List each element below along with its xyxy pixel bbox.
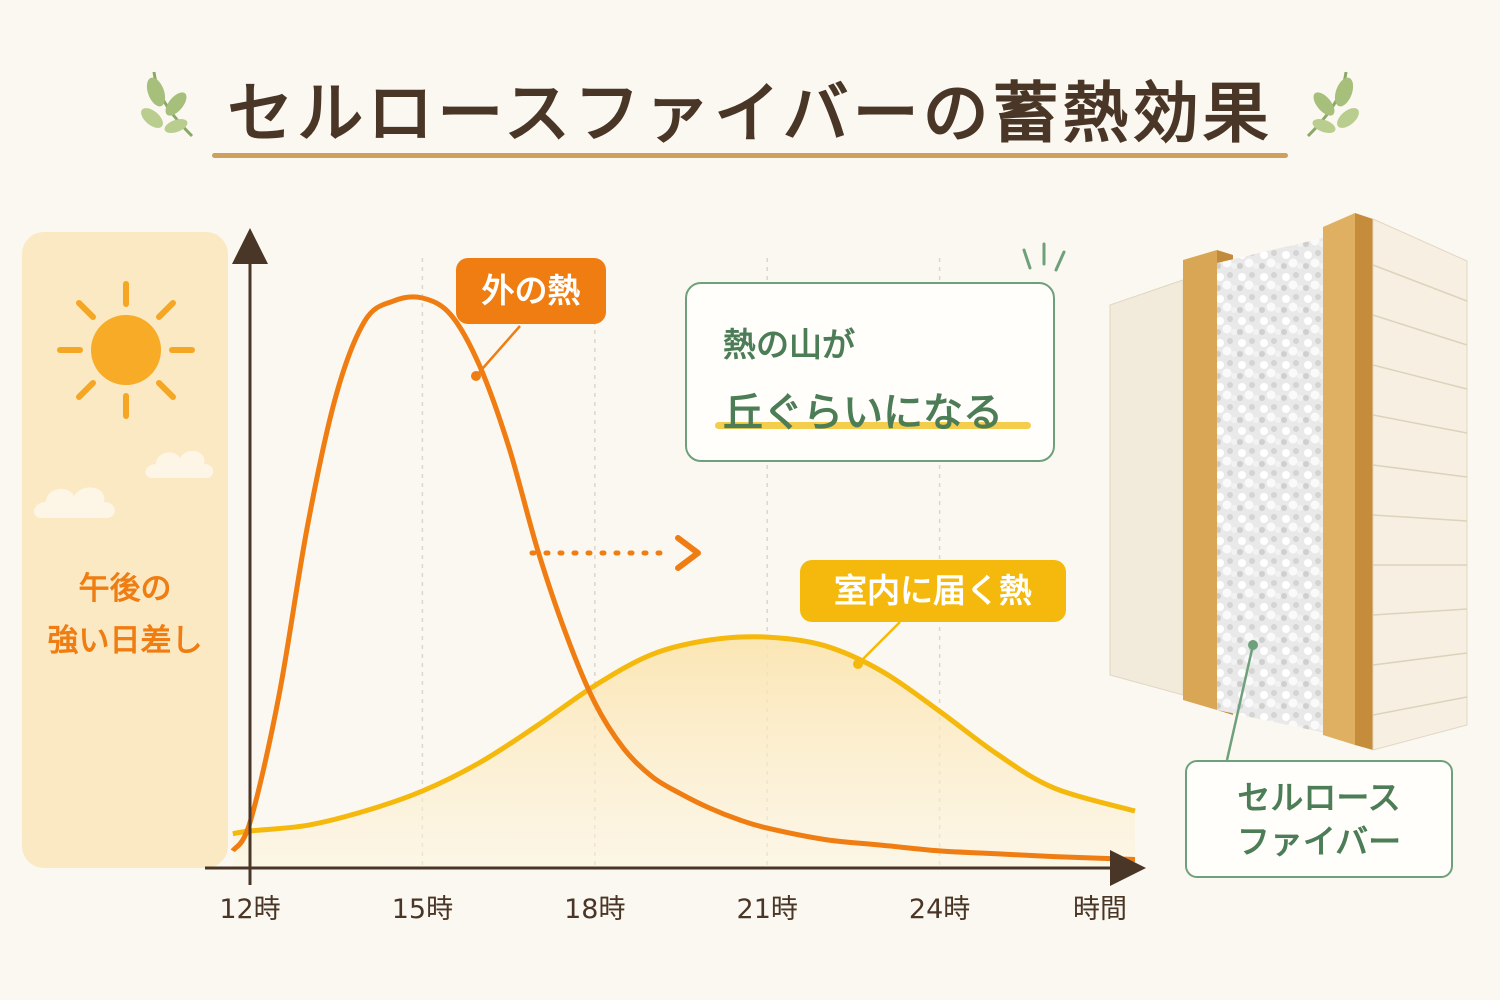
x-tick-label: 12時 — [219, 894, 280, 925]
title-underline — [212, 153, 1288, 158]
material-label-line1: セルロース — [1237, 778, 1401, 817]
x-tick-label: 24時 — [909, 894, 970, 925]
indoor-callout-leader — [857, 621, 901, 665]
cloud-icon — [34, 487, 115, 518]
x-axis-label: 時間 — [1073, 894, 1127, 925]
outer-callout-dot — [471, 371, 481, 381]
sparkle-icon — [1022, 242, 1066, 272]
x-tick-label: 21時 — [737, 894, 798, 925]
outer-heat-line — [230, 294, 1136, 862]
wall-cross-section — [1109, 213, 1468, 761]
leaf-icon — [1306, 71, 1359, 138]
indoor-heat-callout: 室内に届く熱 — [800, 560, 1066, 622]
page-title: セルロースファイバーの蓄熱効果 — [227, 75, 1273, 152]
sun-icon — [57, 281, 195, 419]
outer-heat-callout: 外の熱 — [456, 258, 606, 324]
arrow-icon — [529, 535, 701, 571]
note-box: 熱の山が 丘ぐらいになる — [685, 282, 1055, 462]
material-label-line2: ファイバー — [1236, 822, 1402, 861]
indoor-callout-dot — [853, 659, 863, 669]
outer-callout-leader — [475, 325, 521, 377]
x-tick-label: 18時 — [564, 894, 625, 925]
note-line2: 丘ぐらいになる — [723, 390, 1003, 436]
material-label-box: セルロース ファイバー — [1185, 760, 1453, 878]
x-tick-label: 15時 — [392, 894, 453, 925]
indoor-heat-line — [232, 634, 1136, 837]
note-underline — [715, 422, 1031, 429]
sunlight-panel: 午後の 強い日差し — [22, 232, 228, 868]
indoor-heat-area — [232, 636, 1136, 868]
sunlight-label-line2: 強い日差し — [47, 623, 203, 659]
leaf-icon — [141, 71, 194, 138]
cloud-icon — [145, 450, 214, 478]
heat-chart: 12時 15時 18時 21時 24時 時間 — [205, 228, 1146, 925]
note-line1: 熱の山が — [723, 325, 855, 364]
sunlight-label-line1: 午後の — [78, 571, 172, 607]
